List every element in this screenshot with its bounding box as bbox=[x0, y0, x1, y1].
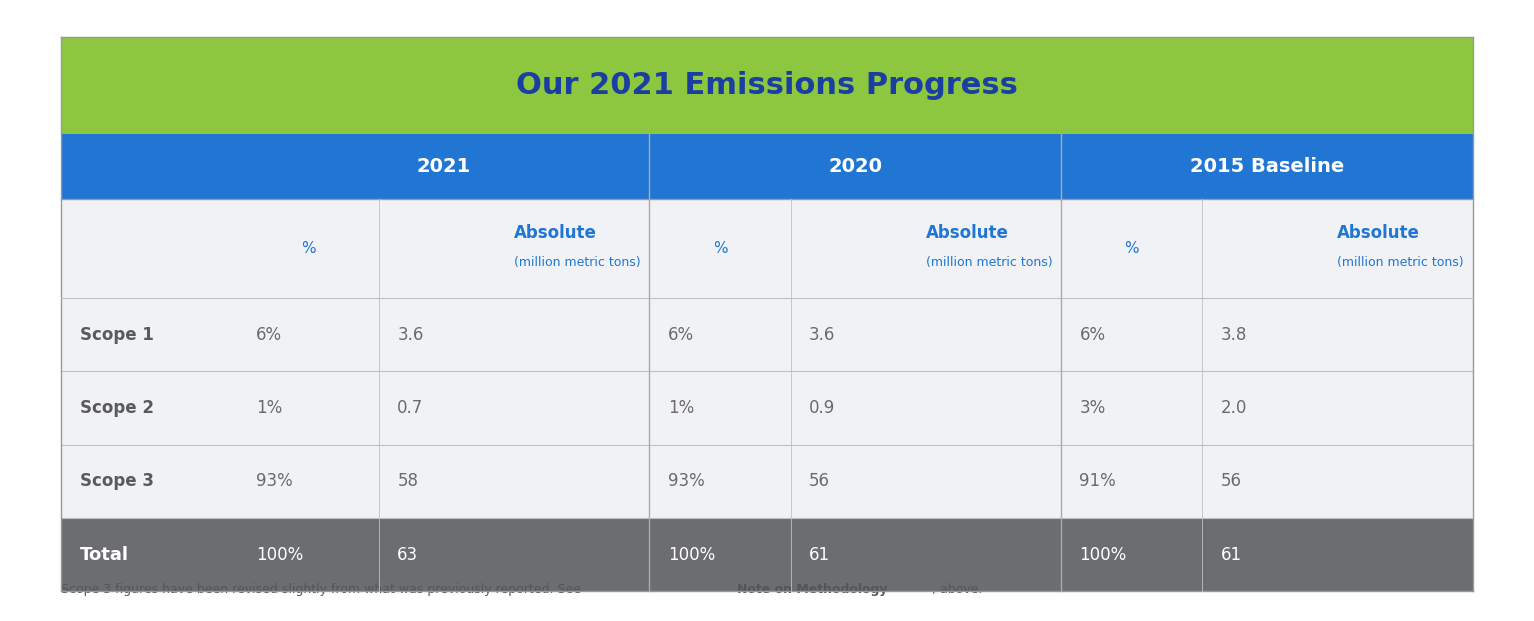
Text: 1%: 1% bbox=[667, 399, 693, 417]
Text: 100%: 100% bbox=[256, 546, 304, 563]
Text: Absolute: Absolute bbox=[925, 224, 1009, 242]
Text: Absolute: Absolute bbox=[1338, 224, 1420, 242]
Bar bbox=[61, 37, 1473, 134]
Text: 1%: 1% bbox=[256, 399, 282, 417]
Text: 93%: 93% bbox=[256, 473, 293, 490]
Text: 2021: 2021 bbox=[416, 156, 471, 176]
Bar bbox=[61, 445, 1473, 518]
Text: Scope 3: Scope 3 bbox=[80, 473, 153, 490]
Text: 58: 58 bbox=[397, 473, 419, 490]
Text: 100%: 100% bbox=[1080, 546, 1126, 563]
Text: 6%: 6% bbox=[1080, 326, 1106, 343]
Text: (million metric tons): (million metric tons) bbox=[1338, 256, 1463, 268]
Text: 6%: 6% bbox=[256, 326, 282, 343]
Text: 61: 61 bbox=[808, 546, 830, 563]
Text: 61: 61 bbox=[1221, 546, 1241, 563]
Bar bbox=[61, 134, 1473, 199]
Bar bbox=[61, 199, 1473, 298]
Text: 3.8: 3.8 bbox=[1221, 326, 1247, 343]
Text: 2020: 2020 bbox=[828, 156, 882, 176]
Text: %: % bbox=[713, 241, 727, 256]
Text: 0.9: 0.9 bbox=[808, 399, 834, 417]
Text: 6%: 6% bbox=[667, 326, 693, 343]
Text: 93%: 93% bbox=[667, 473, 704, 490]
Text: Scope 3 figures have been revised slightly from what was previously reported. Se: Scope 3 figures have been revised slight… bbox=[61, 584, 586, 596]
Bar bbox=[61, 518, 1473, 591]
Text: 56: 56 bbox=[808, 473, 830, 490]
Text: %: % bbox=[1124, 241, 1138, 256]
Bar bbox=[61, 298, 1473, 371]
Text: 2015 Baseline: 2015 Baseline bbox=[1190, 156, 1344, 176]
Text: 0.7: 0.7 bbox=[397, 399, 423, 417]
Text: , above.: , above. bbox=[931, 584, 982, 596]
Text: %: % bbox=[301, 241, 316, 256]
Text: 2.0: 2.0 bbox=[1221, 399, 1247, 417]
Text: 91%: 91% bbox=[1080, 473, 1117, 490]
Text: 3.6: 3.6 bbox=[397, 326, 423, 343]
Text: Total: Total bbox=[80, 546, 129, 563]
Text: Scope 2: Scope 2 bbox=[80, 399, 153, 417]
Text: 56: 56 bbox=[1221, 473, 1241, 490]
Text: Absolute: Absolute bbox=[514, 224, 597, 242]
Text: Note on Methodology: Note on Methodology bbox=[738, 584, 888, 596]
Text: 100%: 100% bbox=[667, 546, 715, 563]
Text: Our 2021 Emissions Progress: Our 2021 Emissions Progress bbox=[515, 71, 1019, 100]
Text: Scope 1: Scope 1 bbox=[80, 326, 153, 343]
Text: 63: 63 bbox=[397, 546, 419, 563]
Text: (million metric tons): (million metric tons) bbox=[925, 256, 1052, 268]
Text: (million metric tons): (million metric tons) bbox=[514, 256, 641, 268]
Text: 3%: 3% bbox=[1080, 399, 1106, 417]
Text: 3.6: 3.6 bbox=[808, 326, 836, 343]
Bar bbox=[61, 371, 1473, 445]
